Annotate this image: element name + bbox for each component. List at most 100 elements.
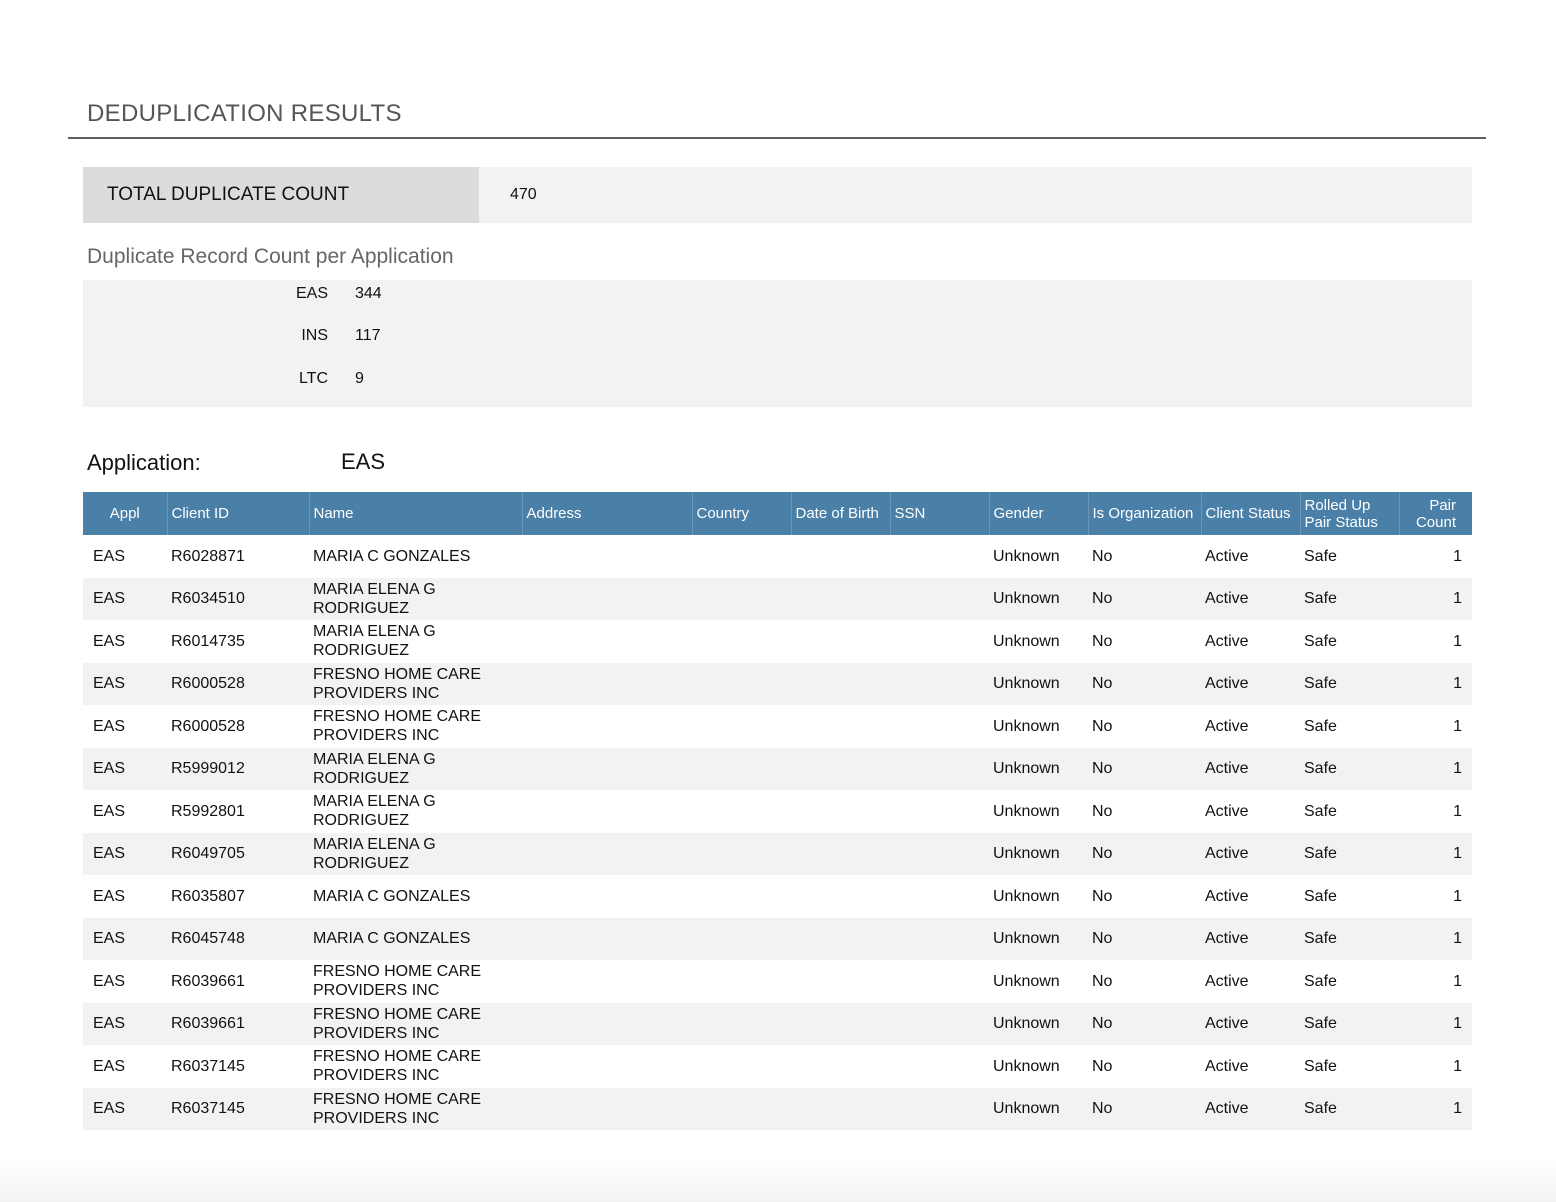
cell-country [692, 918, 791, 961]
cell-is-organization: No [1092, 887, 1113, 905]
cell-country [692, 578, 791, 621]
cell-name: MARIA ELENA G RODRIGUEZ [313, 750, 436, 787]
column-header-client-id[interactable]: Client ID [166, 492, 309, 535]
column-header-name[interactable]: Name [308, 492, 522, 535]
cell-rolled-up-pair-status: Safe [1304, 1100, 1337, 1118]
cell-rolled-up-pair-status: Safe [1304, 590, 1337, 608]
cell-ssn [890, 535, 989, 578]
cell-ssn [890, 790, 989, 833]
total-duplicate-label: TOTAL DUPLICATE COUNT [83, 167, 479, 223]
cell-address [522, 833, 692, 876]
cell-client-id: R6039661 [171, 1015, 245, 1033]
table-body: EAS R6028871 MARIA C GONZALES Unknown No Acti… [83, 535, 1472, 1130]
cell-appl: EAS [93, 760, 126, 778]
cell-client-id: R5992801 [171, 802, 245, 820]
table-row[interactable]: EAS R6045748 MARIA C GONZALES Unknown No Acti… [83, 917, 1472, 961]
cell-client-id: R6045748 [171, 930, 245, 948]
cell-name: FRESNO HOME CARE PROVIDERS INC [313, 708, 482, 745]
cell-pair-count: 1 [1453, 547, 1462, 565]
table-header-row: Appl Client ID Name Address Country Date… [83, 492, 1472, 535]
column-header-appl[interactable]: Appl [109, 505, 140, 522]
cell-is-organization: No [1092, 1100, 1113, 1118]
table-row[interactable]: EAS R6039661 FRESNO HOME CARE PROVIDERS IN… [83, 960, 1472, 1003]
table-row[interactable]: EAS R6028871 MARIA C GONZALES Unknown No Acti… [83, 535, 1472, 578]
cell-rolled-up-pair-status: Safe [1304, 717, 1337, 735]
column-header-rolled-up-pair-status[interactable]: Rolled Up Pair Status [1299, 492, 1399, 535]
table-row[interactable]: EAS R6037145 FRESNO HOME CARE PROVIDERS IN… [83, 1087, 1472, 1131]
cell-address [522, 620, 692, 663]
cell-appl: EAS [93, 845, 126, 863]
column-header-date-of-birth[interactable]: Date of Birth [790, 492, 890, 535]
cell-client-status: Active [1205, 845, 1249, 863]
cell-rolled-up-pair-status: Safe [1304, 760, 1337, 778]
table-row[interactable]: EAS R6049705 MARIA ELENA G RODRIGUEZ Unknow… [83, 832, 1472, 876]
cell-client-id: R6037145 [171, 1100, 245, 1118]
table-row[interactable]: EAS R5992801 MARIA ELENA G RODRIGUEZ Unknow… [83, 790, 1472, 833]
page-footer-fade [0, 1160, 1556, 1202]
cell-is-organization: No [1092, 1057, 1113, 1075]
cell-country [692, 705, 791, 748]
table-row[interactable]: EAS R6014735 MARIA ELENA G RODRIGUEZ Unknow… [83, 620, 1472, 663]
cell-client-id: R6035807 [171, 887, 245, 905]
cell-is-organization: No [1092, 717, 1113, 735]
cell-gender: Unknown [993, 717, 1060, 735]
cell-pair-count: 1 [1453, 887, 1462, 905]
column-header-pair-count[interactable]: Pair Count [1398, 492, 1472, 535]
table-row[interactable]: EAS R6034510 MARIA ELENA G RODRIGUEZ Unknow… [83, 577, 1472, 621]
cell-client-id: R6034510 [171, 590, 245, 608]
cell-gender: Unknown [993, 930, 1060, 948]
cell-country [692, 1088, 791, 1131]
column-header-gender[interactable]: Gender [988, 492, 1088, 535]
cell-name: MARIA ELENA G RODRIGUEZ [313, 580, 436, 617]
cell-ssn [890, 1003, 989, 1046]
column-header-client-status[interactable]: Client Status [1200, 492, 1300, 535]
cell-client-id: R5999012 [171, 760, 245, 778]
cell-appl: EAS [93, 1100, 126, 1118]
cell-client-id: R6014735 [171, 632, 245, 650]
cell-appl: EAS [93, 930, 126, 948]
application-label: Application: [87, 450, 201, 475]
per-application-code: LTC [298, 370, 328, 387]
cell-date-of-birth [791, 535, 890, 578]
cell-name: FRESNO HOME CARE PROVIDERS INC [313, 1048, 482, 1085]
column-header-address[interactable]: Address [521, 492, 692, 535]
cell-client-id: R6049705 [171, 845, 245, 863]
column-header-country[interactable]: Country [691, 492, 791, 535]
cell-is-organization: No [1092, 760, 1113, 778]
cell-date-of-birth [791, 790, 890, 833]
cell-country [692, 833, 791, 876]
cell-client-status: Active [1205, 1057, 1249, 1075]
table-row[interactable]: EAS R6039661 FRESNO HOME CARE PROVIDERS IN… [83, 1002, 1472, 1046]
cell-name: MARIA C GONZALES [313, 547, 471, 565]
table-row[interactable]: EAS R6000528 FRESNO HOME CARE PROVIDERS IN… [83, 705, 1472, 748]
cell-name: FRESNO HOME CARE PROVIDERS INC [313, 1090, 482, 1127]
table-row[interactable]: EAS R6037145 FRESNO HOME CARE PROVIDERS IN… [83, 1045, 1472, 1088]
cell-address [522, 1088, 692, 1131]
cell-country [692, 960, 791, 1003]
cell-gender: Unknown [993, 547, 1060, 565]
cell-gender: Unknown [993, 1100, 1060, 1118]
table-row[interactable]: EAS R5999012 MARIA ELENA G RODRIGUEZ Unknow… [83, 747, 1472, 790]
column-header-is-organization[interactable]: Is Organization [1087, 492, 1201, 535]
cell-rolled-up-pair-status: Safe [1304, 887, 1337, 905]
per-application-count: 9 [355, 370, 364, 387]
cell-pair-count: 1 [1453, 717, 1462, 735]
per-application-row: EAS 344 [83, 285, 483, 305]
cell-country [692, 790, 791, 833]
table-row[interactable]: EAS R6035807 MARIA C GONZALES Unknown No Acti… [83, 875, 1472, 918]
cell-client-id: R6037145 [171, 1057, 245, 1075]
cell-is-organization: No [1092, 930, 1113, 948]
column-header-ssn[interactable]: SSN [889, 492, 989, 535]
cell-address [522, 705, 692, 748]
cell-ssn [890, 1045, 989, 1088]
table-row[interactable]: EAS R6000528 FRESNO HOME CARE PROVIDERS IN… [83, 662, 1472, 705]
cell-pair-count: 1 [1453, 760, 1462, 778]
cell-date-of-birth [791, 960, 890, 1003]
cell-appl: EAS [93, 547, 126, 565]
cell-client-status: Active [1205, 1100, 1249, 1118]
cell-is-organization: No [1092, 1015, 1113, 1033]
cell-ssn [890, 620, 989, 663]
cell-ssn [890, 833, 989, 876]
cell-date-of-birth [791, 918, 890, 961]
cell-pair-count: 1 [1453, 802, 1462, 820]
